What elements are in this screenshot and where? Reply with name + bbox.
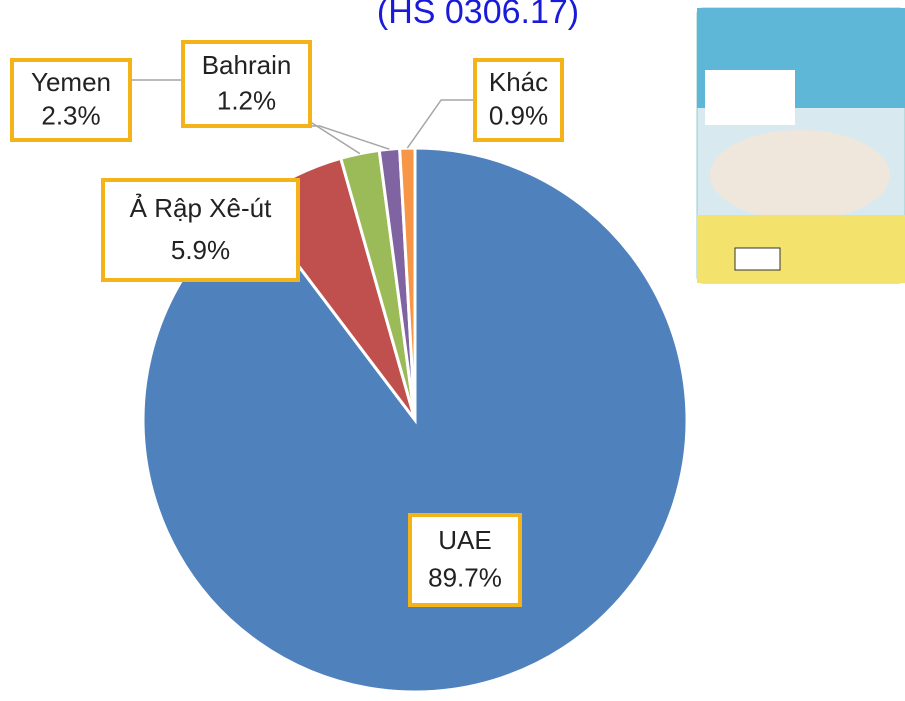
value-label: 0.9% [489,100,548,130]
nutrition-table [705,70,795,125]
shrimp [710,130,890,220]
label-box [408,513,522,607]
product-image [696,7,905,284]
label-box [101,178,300,282]
slice-label: UAE [438,525,491,555]
leader-line [250,125,390,150]
slice-label: Ả Rập Xê-út [130,193,272,223]
chart-title: (HS 0306.17) [377,0,579,31]
slice-label: Bahrain [202,50,292,80]
label-box [10,58,132,142]
slice-label: Yemen [31,67,111,97]
pie-slice [398,146,417,421]
barcode [734,247,781,271]
value-label: 2.3% [41,100,100,130]
slice-label: Khác [489,67,548,97]
package-bottom [697,215,905,283]
leader-line [406,99,475,149]
value-label: 89.7% [428,563,502,593]
value-label: 1.2% [217,85,276,115]
label-box [181,40,312,128]
label-box [473,58,564,142]
value-label: 5.9% [171,235,230,265]
